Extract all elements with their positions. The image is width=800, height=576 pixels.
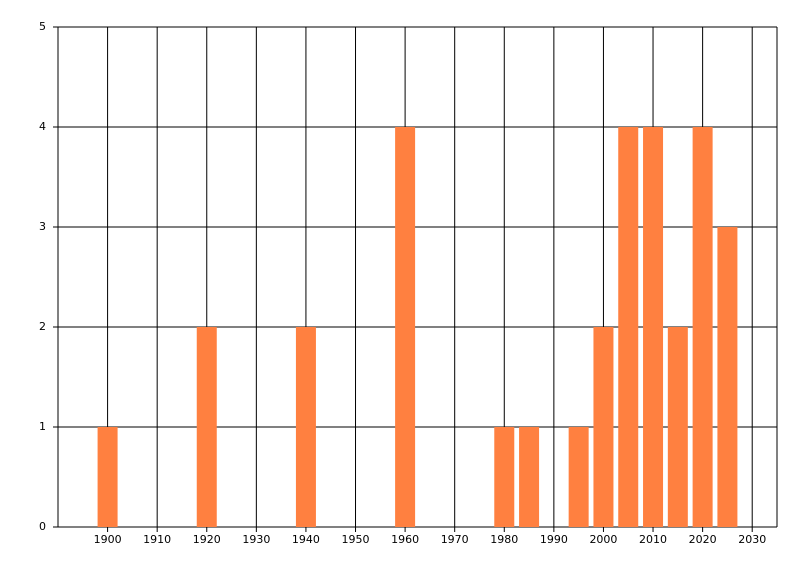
x-tick-label: 1950 bbox=[342, 533, 370, 546]
y-tick-label: 2 bbox=[39, 320, 46, 333]
bar bbox=[494, 427, 515, 527]
bar bbox=[717, 227, 738, 527]
y-tick-label: 0 bbox=[39, 520, 46, 533]
y-tick-label: 4 bbox=[39, 120, 46, 133]
bar bbox=[643, 127, 664, 527]
bar bbox=[519, 427, 540, 527]
bar bbox=[692, 127, 713, 527]
x-tick-label: 1910 bbox=[143, 533, 171, 546]
bar bbox=[667, 327, 688, 527]
x-tick-label: 1990 bbox=[540, 533, 568, 546]
bar bbox=[618, 127, 639, 527]
bar bbox=[593, 327, 614, 527]
bar bbox=[196, 327, 217, 527]
x-tick-label: 1980 bbox=[490, 533, 518, 546]
x-tick-label: 1970 bbox=[441, 533, 469, 546]
x-tick-label: 1900 bbox=[94, 533, 122, 546]
x-tick-label: 2010 bbox=[639, 533, 667, 546]
y-tick-label: 3 bbox=[39, 220, 46, 233]
x-tick-label: 2020 bbox=[689, 533, 717, 546]
x-tick-label: 1940 bbox=[292, 533, 320, 546]
bar bbox=[395, 127, 416, 527]
x-tick-label: 1920 bbox=[193, 533, 221, 546]
x-tick-label: 2030 bbox=[738, 533, 766, 546]
x-tick-label: 1930 bbox=[242, 533, 270, 546]
bar bbox=[295, 327, 316, 527]
bar bbox=[568, 427, 589, 527]
x-tick-label: 2000 bbox=[589, 533, 617, 546]
bar bbox=[97, 427, 118, 527]
x-tick-label: 1960 bbox=[391, 533, 419, 546]
y-tick-label: 1 bbox=[39, 420, 46, 433]
y-tick-label: 5 bbox=[39, 20, 46, 33]
